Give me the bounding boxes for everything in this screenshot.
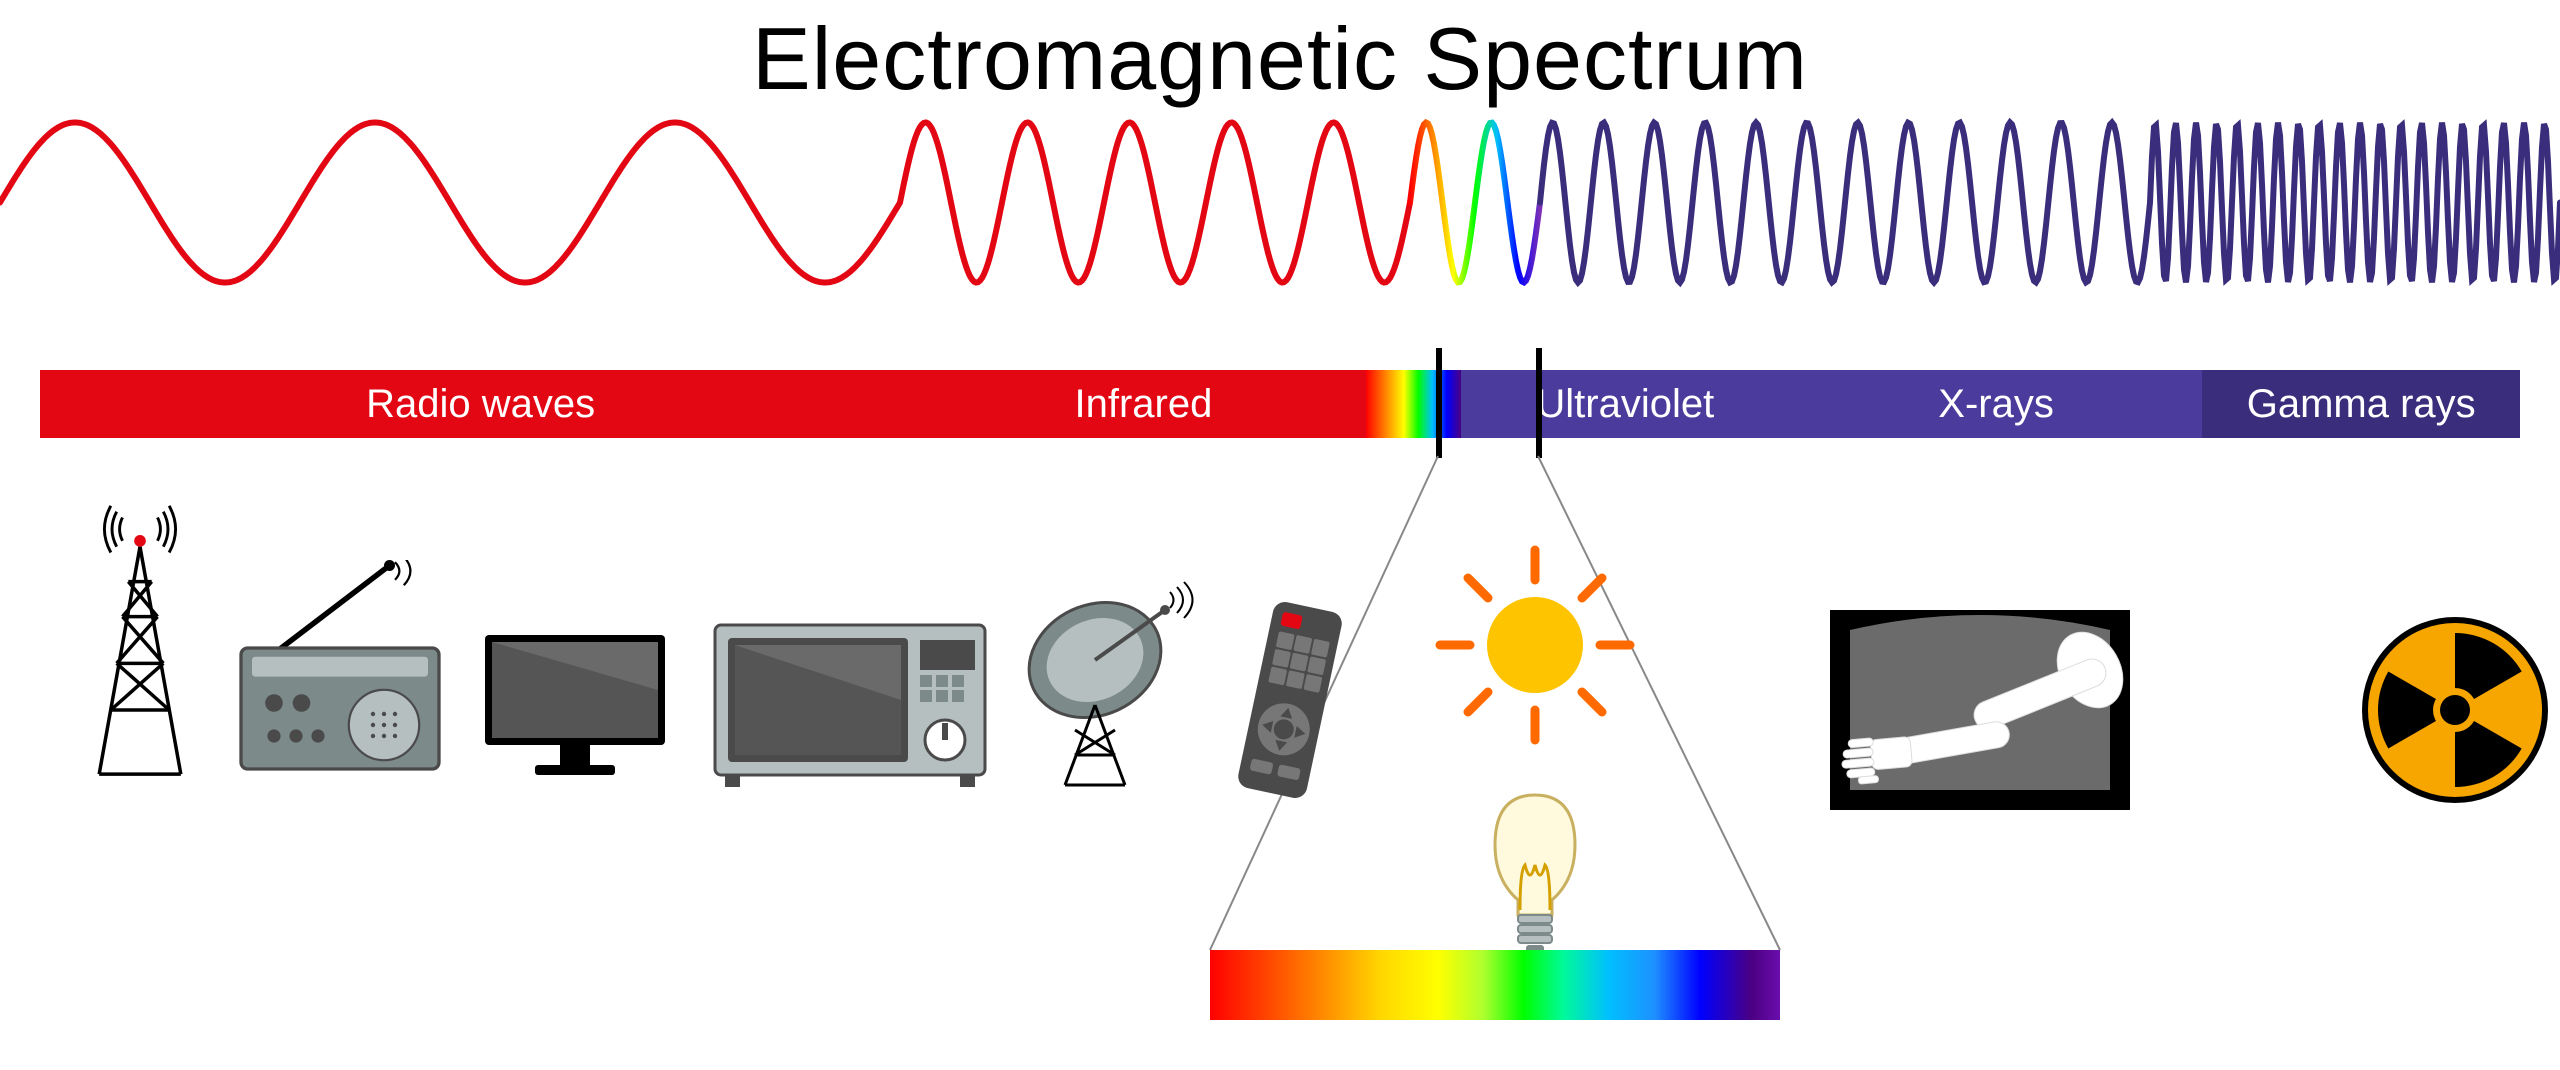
xray-icon <box>1830 610 2130 815</box>
lightbulb-icon <box>1480 790 1590 965</box>
wave-diagram <box>0 115 2560 295</box>
band-segment-5: Gamma rays <box>2202 370 2520 438</box>
visible-light-tick-0 <box>1436 348 1442 458</box>
spectrum-band: Radio wavesInfrared UltravioletX-raysGamm… <box>40 370 2520 438</box>
satellite-dish-icon <box>1015 580 1215 795</box>
radio-icon <box>230 560 450 785</box>
radio-tower-icon <box>80 500 200 785</box>
radiation-icon <box>2360 615 2550 810</box>
band-segment-3: Ultraviolet <box>1461 370 1790 438</box>
page-title: Electromagnetic Spectrum <box>0 8 2560 110</box>
band-segment-2 <box>1366 370 1461 438</box>
microwave-icon <box>710 620 990 795</box>
visible-light-tick-1 <box>1536 348 1542 458</box>
visible-light-bar <box>1210 950 1780 1020</box>
sun-icon <box>1430 540 1640 755</box>
band-segment-4: X-rays <box>1790 370 2203 438</box>
remote-icon <box>1230 600 1350 805</box>
tv-icon <box>480 630 670 785</box>
band-segment-0: Radio waves <box>40 370 921 438</box>
band-segment-1: Infrared <box>921 370 1366 438</box>
icons-row <box>40 500 2520 800</box>
